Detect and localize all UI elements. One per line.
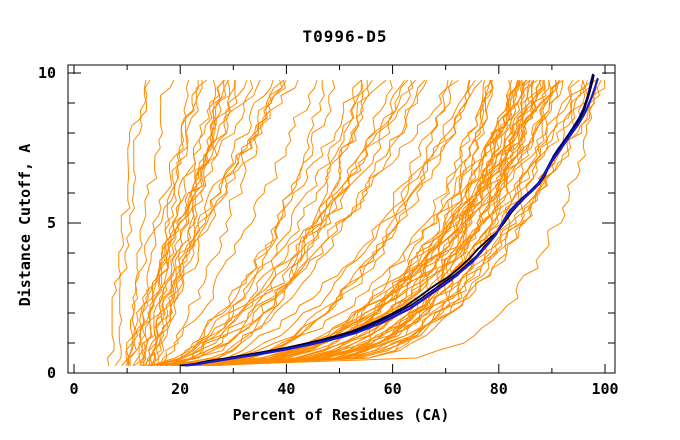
ensemble-curve	[188, 80, 586, 366]
ensemble-curve	[125, 80, 203, 366]
ensemble-curve	[134, 80, 238, 366]
x-tick-label: 20	[171, 380, 189, 398]
y-axis-label: Distance Cutoff, A	[16, 144, 34, 307]
model-blue-curve	[184, 77, 599, 367]
ensemble-curve	[142, 80, 225, 366]
ensemble-curve	[149, 80, 236, 366]
ensemble-curve	[165, 80, 416, 366]
x-tick-label: 40	[277, 380, 295, 398]
ensemble-curve	[212, 80, 559, 366]
plot-frame	[67, 64, 616, 374]
axis-ticks	[68, 65, 615, 374]
ensemble-curve	[198, 80, 471, 366]
ensemble-curve	[139, 80, 216, 366]
ensemble-curve	[209, 80, 584, 366]
ensemble-curve	[127, 80, 231, 366]
ensemble-curve	[157, 80, 274, 366]
ensemble-curve	[185, 80, 528, 366]
ensemble-curve	[176, 80, 493, 366]
ensemble-curve	[189, 80, 425, 366]
ensemble-curve	[207, 80, 531, 366]
ensemble-curve	[121, 80, 199, 366]
ensemble-curve	[156, 80, 393, 366]
ensemble-curve	[190, 80, 530, 366]
x-tick-label: 60	[384, 380, 402, 398]
ensemble-curve	[150, 80, 373, 366]
ensemble-curve	[148, 80, 299, 366]
ensemble-curve	[160, 80, 428, 366]
x-tick-label: 100	[591, 380, 618, 398]
y-tick-label: 10	[38, 64, 56, 82]
ensemble-curve	[159, 80, 318, 366]
ensemble-curve	[150, 80, 284, 366]
x-tick-label: 80	[490, 380, 508, 398]
ensemble-curves	[107, 80, 606, 366]
ensemble-curve	[171, 80, 364, 366]
ensemble-curve	[179, 80, 527, 366]
ensemble-curve	[193, 80, 542, 366]
ensemble-curve	[145, 80, 225, 366]
ensemble-curve	[206, 80, 535, 366]
ensemble-curve	[150, 80, 325, 366]
plot-title: T0996-D5	[302, 27, 387, 46]
axis-tick-labels: 0 20 40 60 80 100 0 5 10	[38, 64, 619, 398]
ensemble-curve	[148, 80, 229, 366]
ensemble-curve	[178, 80, 521, 366]
y-tick-label: 0	[47, 364, 56, 382]
ensemble-curve	[174, 80, 387, 366]
ensemble-curve	[204, 80, 597, 366]
ensemble-curve	[207, 80, 602, 366]
ensemble-curve	[179, 80, 518, 366]
ensemble-curve	[114, 80, 147, 366]
ensemble-curve	[164, 80, 449, 366]
ensemble-curve	[160, 80, 283, 366]
ensemble-curve	[185, 80, 538, 366]
ensemble-curve	[129, 80, 261, 366]
x-tick-label: 0	[69, 380, 78, 398]
ensemble-curve	[194, 80, 491, 366]
ensemble-curve	[160, 80, 362, 366]
ensemble-curve	[143, 80, 286, 366]
ensemble-curve	[181, 80, 544, 366]
y-tick-label: 5	[47, 214, 56, 232]
ensemble-curve	[156, 80, 408, 366]
ensemble-curve	[176, 80, 512, 366]
ensemble-curve	[192, 80, 494, 366]
ensemble-curve	[208, 80, 547, 366]
x-axis-label: Percent of Residues (CA)	[233, 406, 450, 424]
ensemble-curve	[202, 80, 521, 366]
ensemble-curve	[107, 80, 151, 366]
ensemble-curve	[185, 80, 471, 366]
highlighted-model-curves	[180, 73, 599, 367]
ensemble-curve	[184, 80, 559, 366]
ensemble-curve	[125, 80, 175, 366]
ensemble-curve	[175, 80, 459, 366]
